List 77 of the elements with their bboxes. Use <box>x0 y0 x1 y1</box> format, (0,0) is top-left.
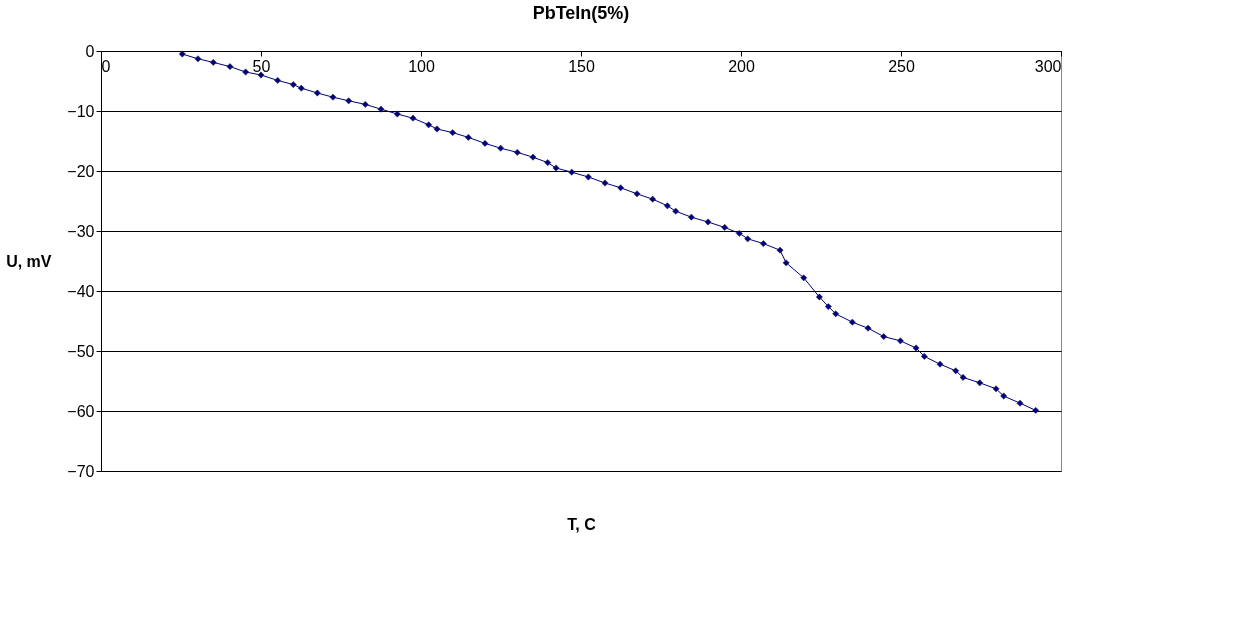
point <box>992 385 1000 393</box>
y-tick-label: −50 <box>67 342 95 360</box>
point <box>242 68 250 76</box>
point <box>289 81 297 89</box>
point <box>313 89 321 97</box>
point <box>959 373 967 381</box>
point <box>377 105 385 113</box>
point <box>274 76 282 84</box>
point <box>976 379 984 387</box>
chart-title: PbTeIn(5%) <box>532 3 630 23</box>
point <box>209 58 217 66</box>
point <box>601 179 609 187</box>
x-axis-title: T, C <box>567 515 597 533</box>
point <box>433 125 441 133</box>
y-tick-label: −40 <box>67 282 95 300</box>
point <box>800 274 808 282</box>
y-tick-label: −60 <box>67 402 95 420</box>
point <box>687 213 695 221</box>
point <box>936 360 944 368</box>
x-tick-label: 300 <box>1034 57 1062 75</box>
point <box>1016 399 1024 407</box>
point <box>449 129 457 137</box>
point <box>568 168 576 176</box>
point <box>361 100 369 108</box>
point <box>425 121 433 129</box>
point <box>584 173 592 181</box>
y-axis-title: U, mV <box>6 252 52 270</box>
point <box>920 352 928 360</box>
point <box>735 229 743 237</box>
point <box>513 148 521 156</box>
point <box>178 50 186 58</box>
x-tick-label: 200 <box>728 57 755 75</box>
point <box>776 246 784 254</box>
x-tick-label: 100 <box>408 57 435 75</box>
point <box>864 324 872 332</box>
point <box>297 84 305 92</box>
y-tick-label: −30 <box>67 222 95 240</box>
point <box>649 195 657 203</box>
point <box>464 133 472 141</box>
point <box>329 93 337 101</box>
y-tick-label: −70 <box>67 462 95 480</box>
point <box>848 318 856 326</box>
point <box>544 159 552 167</box>
point <box>896 337 904 345</box>
x-tick-label: 0 <box>101 57 111 75</box>
point <box>663 202 671 210</box>
point <box>393 110 401 118</box>
point <box>672 207 680 215</box>
point <box>1032 406 1040 414</box>
point <box>912 344 920 352</box>
point <box>704 218 712 226</box>
point <box>824 303 832 311</box>
x-tick-label: 50 <box>252 57 271 75</box>
point <box>617 184 625 192</box>
point <box>529 153 537 161</box>
point <box>633 190 641 198</box>
point <box>815 293 823 301</box>
point <box>721 223 729 231</box>
point <box>345 97 353 105</box>
y-tick-label: 0 <box>85 42 95 60</box>
point <box>782 259 790 267</box>
point <box>481 139 489 147</box>
point <box>497 144 505 152</box>
point <box>226 63 234 71</box>
point <box>552 164 560 172</box>
x-tick-label: 150 <box>568 57 595 75</box>
point <box>759 240 767 248</box>
point <box>832 310 840 318</box>
point <box>744 235 752 243</box>
point <box>409 114 417 122</box>
point <box>880 333 888 341</box>
point <box>1000 392 1008 400</box>
y-tick-label: −10 <box>67 102 95 120</box>
x-tick-label: 250 <box>888 57 915 75</box>
y-tick-label: −20 <box>67 162 95 180</box>
point <box>194 55 202 63</box>
point <box>952 367 960 375</box>
